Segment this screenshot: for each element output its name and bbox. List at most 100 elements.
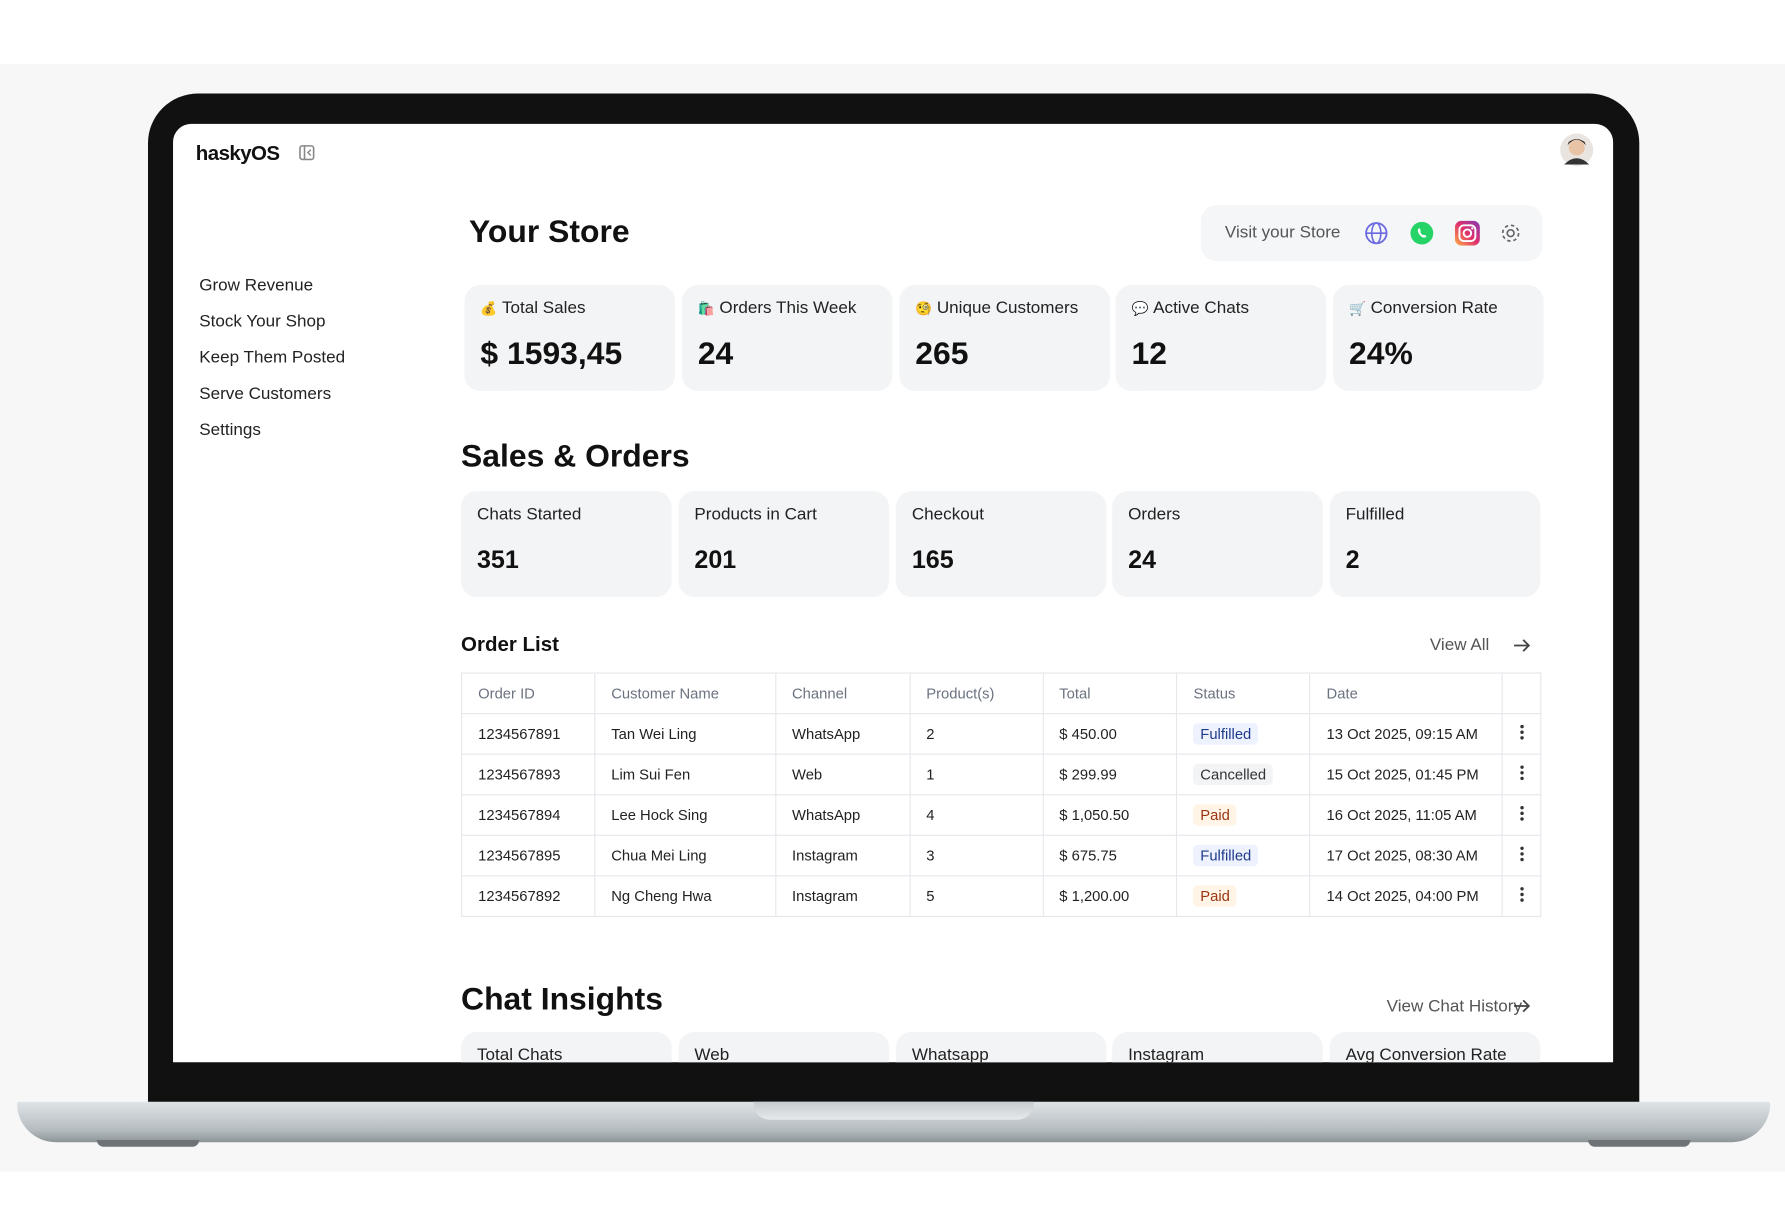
- row-actions[interactable]: [1501, 794, 1542, 836]
- table-cell: 1234567891: [461, 713, 596, 755]
- table-cell: WhatsApp: [774, 713, 911, 755]
- nav-item[interactable]: Serve Customers: [199, 384, 332, 404]
- more-icon[interactable]: [1519, 765, 1524, 781]
- table-cell: $ 1,050.50: [1042, 794, 1178, 836]
- arrow-icon[interactable]: [1512, 636, 1532, 654]
- row-actions[interactable]: [1501, 875, 1542, 917]
- nav-item[interactable]: Settings: [199, 420, 261, 440]
- table-cell: 15 Oct 2025, 01:45 PM: [1309, 753, 1503, 796]
- stat-icon: 🛍️: [697, 300, 715, 317]
- stat-value: 2: [1345, 545, 1360, 574]
- table-cell: 1234567892: [461, 875, 596, 917]
- visit-bar: Visit your Store: [1201, 205, 1543, 262]
- stat-card: Products in Cart 201: [678, 491, 890, 598]
- visit-store-link[interactable]: Visit your Store: [1224, 223, 1341, 243]
- whatsapp-icon[interactable]: [1409, 221, 1434, 246]
- row-actions[interactable]: [1501, 753, 1542, 796]
- status-badge: Paid: [1193, 885, 1237, 907]
- stat-label-text: Orders This Week: [719, 298, 857, 318]
- table-cell: 1234567895: [461, 834, 596, 877]
- order-row: 1234567893 Lim Sui Fen Web 1 $ 299.99 Cancell…: [461, 753, 1542, 796]
- sidebar-toggle[interactable]: [298, 144, 316, 162]
- order-row: 1234567891 Tan Wei Ling WhatsApp 2 $ 450.00 F…: [461, 713, 1542, 755]
- stat-label: 💰 Total Sales: [480, 299, 585, 318]
- view-all-link[interactable]: View All: [1429, 635, 1490, 655]
- page-title: Your Store: [469, 214, 630, 249]
- status-badge: Fulfilled: [1193, 844, 1259, 867]
- stat-icon: 🧐: [915, 300, 933, 317]
- stat-label: 💬 Active Chats: [1132, 299, 1249, 318]
- order-list-title: Order List: [461, 633, 559, 656]
- more-icon[interactable]: [1519, 887, 1524, 903]
- stat-card: Avg Conversion Rate: [1329, 1031, 1541, 1063]
- status-badge: Paid: [1193, 804, 1237, 826]
- stat-value: 265: [915, 335, 969, 371]
- laptop-foot: [96, 1140, 200, 1147]
- order-row: 1234567894 Lee Hock Sing WhatsApp 4 $ 1,050.…: [461, 794, 1542, 836]
- row-actions[interactable]: [1501, 713, 1542, 755]
- stat-icon: 💬: [1131, 300, 1149, 317]
- stat-label: 🧐 Unique Customers: [915, 299, 1078, 318]
- stat-label-text: Unique Customers: [936, 298, 1079, 318]
- stat-card: 🛍️ Orders This Week 24: [681, 285, 893, 391]
- arrow-icon[interactable]: [1512, 997, 1532, 1015]
- brand: haskyOS: [195, 141, 280, 165]
- table-cell: 4: [909, 794, 1044, 836]
- header-row: Order ID Customer Name Channel Product(s) To…: [461, 672, 1542, 715]
- laptop-notch: [753, 1101, 1034, 1120]
- nav-item[interactable]: Grow Revenue: [199, 275, 314, 296]
- view-history-link[interactable]: View Chat History: [1386, 996, 1523, 1017]
- table-cell: Cancelled: [1176, 753, 1311, 796]
- order-row: 1234567892 Ng Cheng Hwa Instagram 5 $ 1,200.…: [461, 875, 1542, 917]
- order-row: 1234567895 Chua Mei Ling Instagram 3 $ 675.7…: [461, 834, 1542, 877]
- column-header: Date: [1309, 672, 1503, 715]
- table-cell: $ 299.99: [1042, 753, 1178, 796]
- column-header-actions: [1501, 672, 1542, 715]
- stat-label: Fulfilled: [1345, 504, 1405, 524]
- more-icon[interactable]: [1519, 846, 1524, 862]
- table-cell: 1234567893: [461, 753, 596, 796]
- stat-label: Avg Conversion Rate: [1345, 1045, 1507, 1063]
- nav-item[interactable]: Keep Them Posted: [199, 348, 346, 368]
- stat-card: Orders 24: [1112, 491, 1323, 598]
- stat-value: 12: [1131, 335, 1168, 371]
- settings-icon[interactable]: [1499, 222, 1522, 245]
- section-title: Sales & Orders: [461, 438, 690, 474]
- table-cell: Ng Cheng Hwa: [594, 875, 777, 917]
- row-actions[interactable]: [1501, 834, 1542, 877]
- stat-label: Web: [694, 1045, 730, 1063]
- instagram-icon[interactable]: [1454, 220, 1480, 246]
- stat-card: 🛒 Conversion Rate 24%: [1333, 285, 1544, 391]
- table-body: 1234567891 Tan Wei Ling WhatsApp 2 $ 450.00 F…: [461, 713, 1542, 917]
- nav-item[interactable]: Stock Your Shop: [199, 312, 326, 332]
- stat-card: 💬 Active Chats 12: [1115, 285, 1327, 391]
- stat-card: 💰 Total Sales $ 1593,45: [464, 285, 676, 391]
- table-cell: Instagram: [774, 834, 911, 877]
- stat-value: 24: [1128, 545, 1157, 574]
- stat-icon: 🛒: [1348, 300, 1367, 317]
- status-badge: Fulfilled: [1193, 723, 1259, 745]
- stat-card: Whatsapp: [895, 1031, 1107, 1063]
- stat-value: 201: [694, 545, 737, 574]
- table-cell: Tan Wei Ling: [594, 713, 777, 755]
- more-icon[interactable]: [1519, 805, 1524, 821]
- order-table: Order ID Customer Name Channel Product(s) To…: [461, 672, 1542, 917]
- stat-card: Chats Started 351: [461, 491, 672, 598]
- avatar[interactable]: [1560, 133, 1594, 167]
- table-cell: 1: [909, 753, 1044, 796]
- stat-card: 🧐 Unique Customers 265: [899, 285, 1110, 391]
- table-cell: WhatsApp: [774, 794, 911, 836]
- stat-label: 🛒 Conversion Rate: [1349, 299, 1498, 318]
- table-cell: 14 Oct 2025, 04:00 PM: [1309, 875, 1503, 917]
- screen: haskyOS Your Store Visit your Store Sale…: [173, 123, 1614, 1063]
- more-icon[interactable]: [1519, 724, 1524, 740]
- stat-label: 🛍️ Orders This Week: [698, 299, 857, 318]
- table-cell: 13 Oct 2025, 09:15 AM: [1309, 713, 1503, 755]
- table-cell: $ 450.00: [1042, 713, 1178, 755]
- column-header: Order ID: [461, 672, 596, 715]
- stat-card: Total Chats: [461, 1031, 672, 1063]
- globe-icon[interactable]: [1364, 221, 1389, 246]
